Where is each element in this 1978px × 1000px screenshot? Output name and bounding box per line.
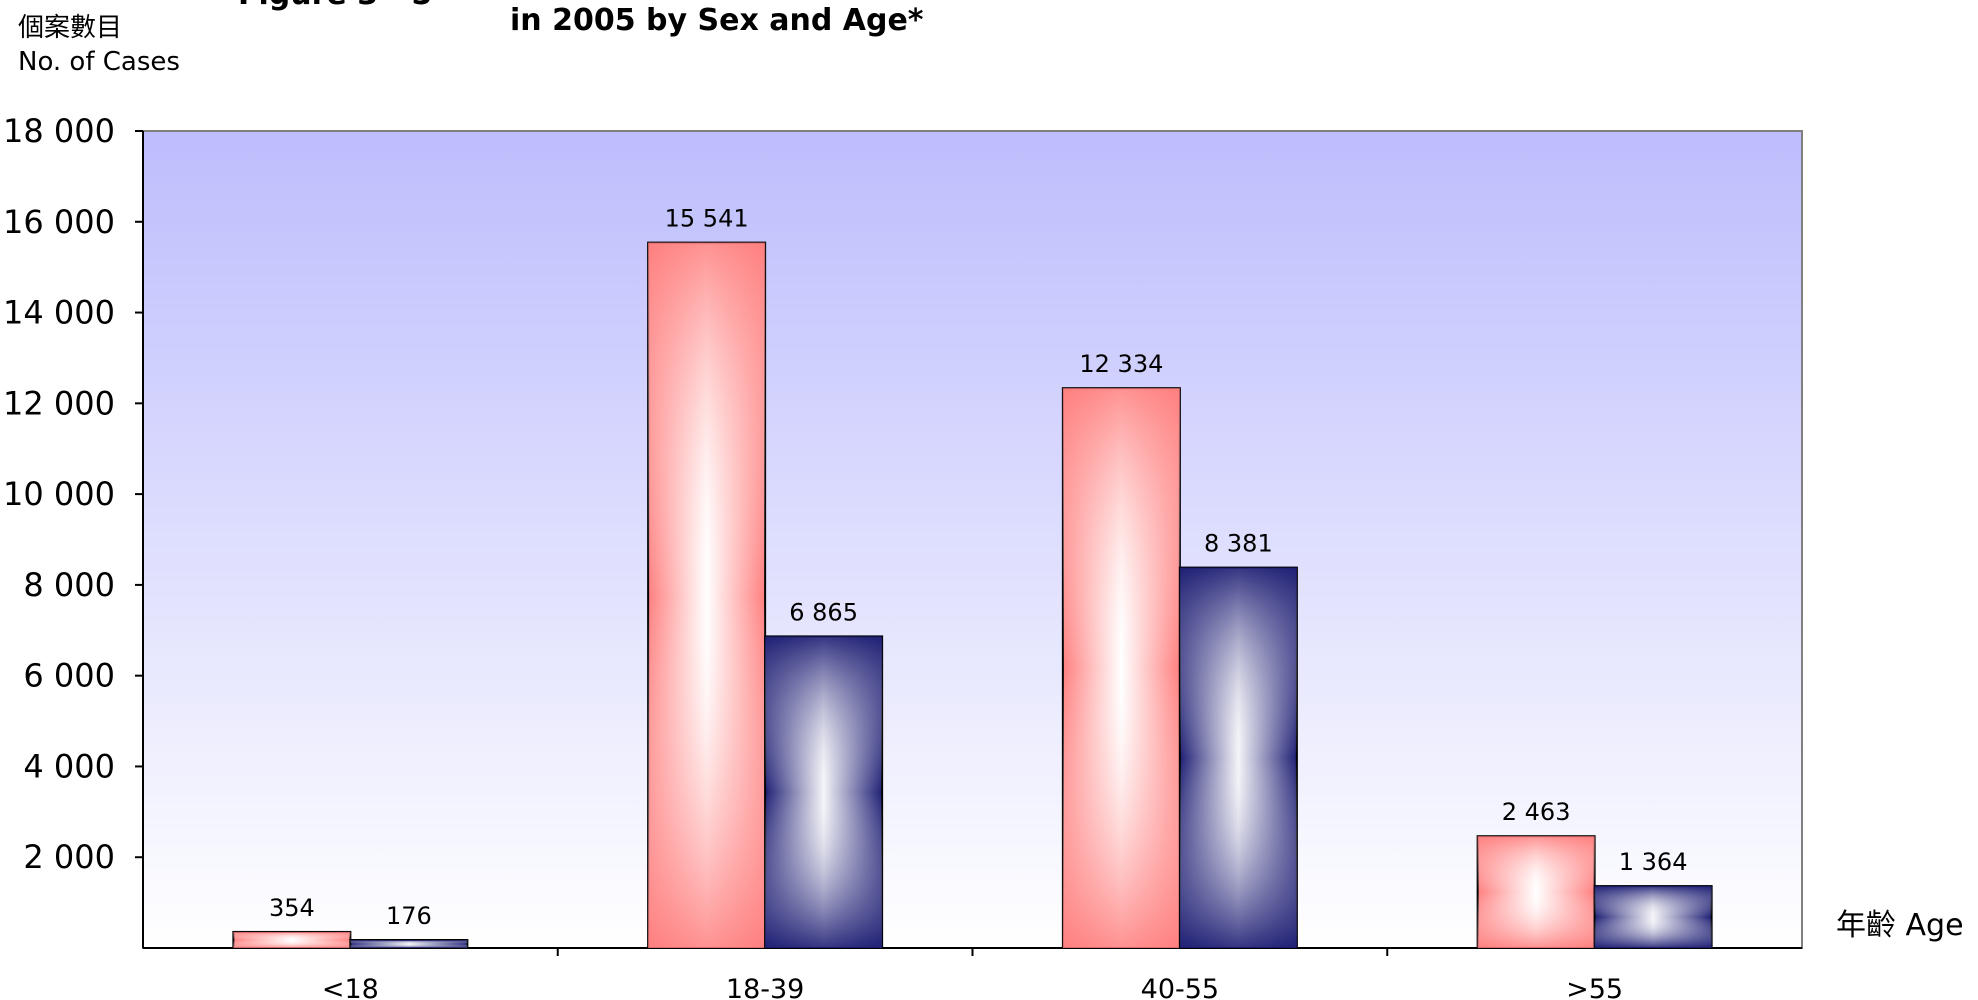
bar-male-shade (1594, 886, 1712, 948)
y-axis-label: No. of Cases (18, 47, 180, 77)
chart-title-partial: Figure 3 - 5 (238, 0, 432, 12)
y-tick-label: 12 000 (3, 384, 115, 422)
bar-male-shade (350, 940, 468, 948)
bar-female-shade (648, 242, 766, 949)
bar-data-label: 354 (269, 894, 315, 922)
y-tick-label: 14 000 (3, 294, 115, 332)
chart-title: in 2005 by Sex and Age* (510, 3, 924, 38)
x-tick-label: <18 (322, 974, 379, 1000)
y-tick-label: 6 000 (23, 657, 115, 695)
y-tick-label: 2 000 (23, 838, 115, 876)
bar-data-label: 2 463 (1502, 798, 1571, 826)
bar-female-shade (1062, 388, 1180, 948)
bar-data-label: 6 865 (789, 598, 858, 626)
bar-female-shade (1477, 836, 1595, 948)
y-axis: 2 000 4 000 6 000 8 000 10 000 12 000 14 000 16… (3, 112, 144, 948)
plot-area (142, 130, 1803, 949)
bar-data-label: 8 381 (1204, 530, 1273, 558)
y-tick-label: 8 000 (23, 566, 115, 604)
bar-male-shade (765, 636, 883, 948)
y-axis-label-zh: 個案數目 (18, 13, 122, 43)
x-tick-label: >55 (1566, 974, 1623, 1000)
x-tick-label: 40-55 (1141, 974, 1219, 1000)
bar-data-label: 1 364 (1619, 848, 1688, 876)
bar-data-label: 15 541 (665, 205, 749, 233)
x-axis: <18 18-39 40-55 >55 (143, 947, 1802, 1000)
bar-male-shade (1179, 567, 1297, 948)
y-tick-label: 16 000 (3, 203, 115, 241)
bar-data-label: 12 334 (1079, 350, 1163, 378)
bars-group: 354 15 541 12 334 2 463 176 6 865 8 381 1 364 (232, 205, 1713, 950)
y-tick-label: 18 000 (3, 112, 115, 150)
x-tick-label: 18-39 (726, 974, 804, 1000)
bar-female-shade (233, 931, 351, 948)
x-axis-label: 年齡 Age (1836, 908, 1964, 943)
bar-data-label: 176 (386, 902, 432, 930)
y-tick-label: 4 000 (23, 747, 115, 785)
y-tick-label: 10 000 (3, 475, 115, 513)
